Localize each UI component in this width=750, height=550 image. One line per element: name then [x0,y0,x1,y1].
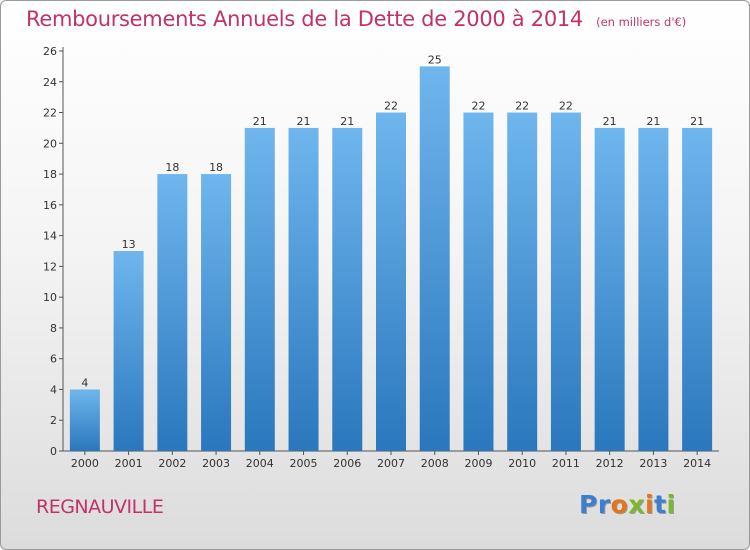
bar-value-label: 21 [297,115,311,128]
logo-letter: P [579,490,598,519]
x-axis: 2000 2001 2002 2003 2004 2005 2006 2007 2008 2009… [63,450,719,470]
bar-value-label: 22 [384,100,398,113]
y-tick-label: 20 [43,137,57,150]
bar [288,127,319,451]
bar-value-label: 13 [122,238,136,251]
title-row: Remboursements Annuels de la Dette de 20… [26,7,686,31]
bar [550,112,581,452]
bar-value-label: 21 [603,115,617,128]
x-tick-label: 2005 [290,457,318,470]
x-tick-label: 2013 [639,457,667,470]
bar [157,174,188,452]
bar [113,251,144,451]
bar [507,112,538,452]
x-tick-label: 2003 [202,457,230,470]
y-tick-label: 0 [50,445,57,458]
y-tick-label: 22 [43,107,57,120]
chart-title: Remboursements Annuels de la Dette de 20… [26,7,583,31]
x-tick-label: 2014 [683,457,711,470]
y-tick-label: 10 [43,291,57,304]
y-tick-label: 4 [50,383,57,396]
x-tick-label: 2006 [333,457,361,470]
y-tick-label: 18 [43,168,57,181]
x-tick-label: 2012 [596,457,624,470]
bar [332,127,363,451]
logo-letter: i [645,490,655,519]
bar-value-label: 22 [559,100,573,113]
y-tick-label: 8 [50,322,57,335]
bar-value-label: 22 [471,100,485,113]
bar-value-label: 25 [428,53,442,66]
bar [419,66,450,451]
y-tick-label: 6 [50,353,57,366]
x-tick-label: 2010 [508,457,536,470]
bar-value-label: 4 [81,376,88,389]
x-tick-label: 2007 [377,457,405,470]
y-tick-label: 14 [43,230,57,243]
bars: 4 13 18 18 21 21 21 22 25 22 22 22 21 21 21 [69,53,713,452]
bar [201,174,232,452]
logo-letter: r [597,490,611,519]
y-tick-label: 2 [50,414,57,427]
x-tick-label: 2008 [421,457,449,470]
bar-value-label: 21 [646,115,660,128]
x-tick-label: 2001 [115,457,143,470]
bar [463,112,494,452]
x-tick-label: 2009 [464,457,492,470]
x-tick-label: 2004 [246,457,274,470]
bar [638,127,669,451]
bar-value-label: 18 [209,161,223,174]
bar-value-label: 21 [253,115,267,128]
bar [594,127,625,451]
logo-letter: i [666,490,676,519]
logo-letter: o [610,490,629,519]
chart-unit: (en milliers d'€) [596,15,687,29]
y-tick-label: 26 [43,45,57,58]
y-tick-label: 24 [43,76,57,89]
bar [376,112,406,452]
bar-value-label: 21 [690,115,704,128]
x-tick-label: 2000 [71,457,99,470]
bar-value-label: 21 [340,115,354,128]
proxiti-logo[interactable]: Proxiti [579,490,676,519]
y-tick-label: 16 [43,199,57,212]
logo-letter: x [628,490,645,519]
bar [682,127,713,451]
x-tick-label: 2011 [552,457,580,470]
bar [244,127,275,451]
logo-letter: t [654,490,667,519]
x-tick-label: 2002 [158,457,186,470]
commune-name: REGNAUVILLE [36,496,164,518]
y-tick-label: 12 [43,260,57,273]
bar-value-label: 18 [165,161,179,174]
bar [69,389,100,451]
bar-value-label: 22 [515,100,529,113]
